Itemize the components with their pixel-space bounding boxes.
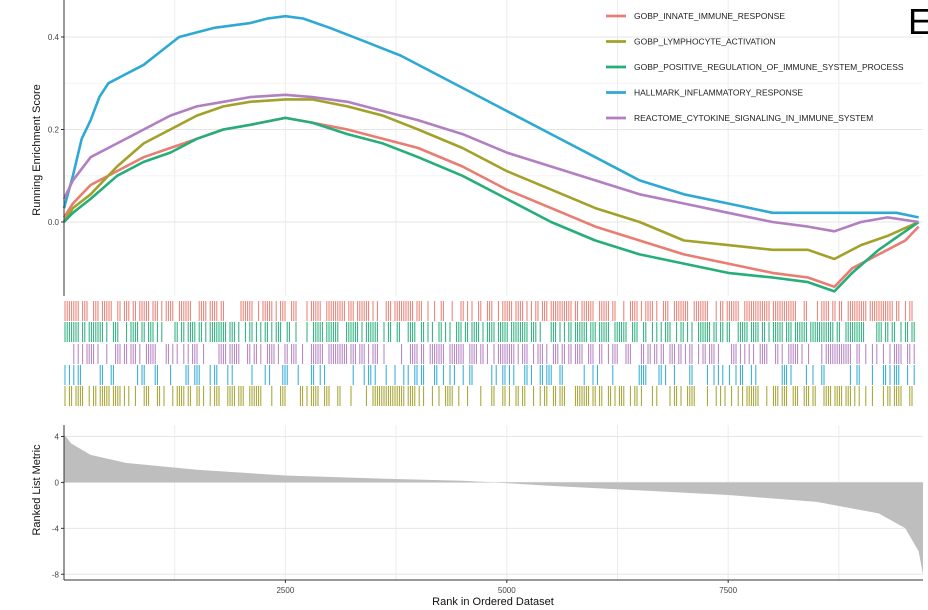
bottom-y-tick-label: 4 <box>55 432 60 441</box>
hit-row <box>64 301 913 321</box>
hit-row <box>64 386 913 406</box>
series-line <box>62 14 919 219</box>
x-tick-label: 7500 <box>719 586 737 595</box>
legend-label: GOBP_LYMPHOCYTE_ACTIVATION <box>634 37 776 47</box>
axes: 0.0 0.2 0.4 4 0 -4 -8 2500 5000 7500 <box>48 0 923 595</box>
bottom-y-tick-label: -8 <box>52 570 60 579</box>
ranked-metric-area <box>64 434 923 575</box>
gene-hit-rows <box>64 301 915 406</box>
series-line <box>62 116 920 289</box>
top-y-tick-label: 0.4 <box>48 33 60 42</box>
bottom-y-tick-label: -4 <box>52 524 60 533</box>
legend-label: HALLMARK_INFLAMMATORY_RESPONSE <box>634 88 803 98</box>
legend-label: REACTOME_CYTOKINE_SIGNALING_IN_IMMUNE_SY… <box>634 113 873 123</box>
metric-area <box>64 434 923 575</box>
x-axis-label: Rank in Ordered Dataset <box>432 596 554 608</box>
hit-row <box>64 365 915 385</box>
series-line <box>62 98 920 261</box>
bottom-y-axis-label: Ranked List Metric <box>31 444 43 536</box>
top-y-axis-label: Running Enrichment Score <box>31 84 43 215</box>
series-line <box>63 116 920 293</box>
panel-label: E <box>908 1 928 42</box>
legend: GOBP_INNATE_IMMUNE_RESPONSE GOBP_LYMPHOCY… <box>606 11 904 123</box>
series-line <box>62 93 919 233</box>
legend-label: GOBP_POSITIVE_REGULATION_OF_IMMUNE_SYSTE… <box>634 62 904 72</box>
hit-row <box>64 322 915 342</box>
top-y-tick-label: 0.2 <box>48 126 60 135</box>
bottom-y-tick-label: 0 <box>55 478 60 487</box>
legend-label: GOBP_INNATE_IMMUNE_RESPONSE <box>634 11 785 21</box>
enrichment-score-lines <box>62 14 920 293</box>
x-tick-label: 5000 <box>498 586 516 595</box>
bottom-panel-grid <box>64 425 923 580</box>
hit-row <box>73 344 915 364</box>
top-y-tick-label: 0.0 <box>48 218 60 227</box>
x-tick-label: 2500 <box>276 586 294 595</box>
